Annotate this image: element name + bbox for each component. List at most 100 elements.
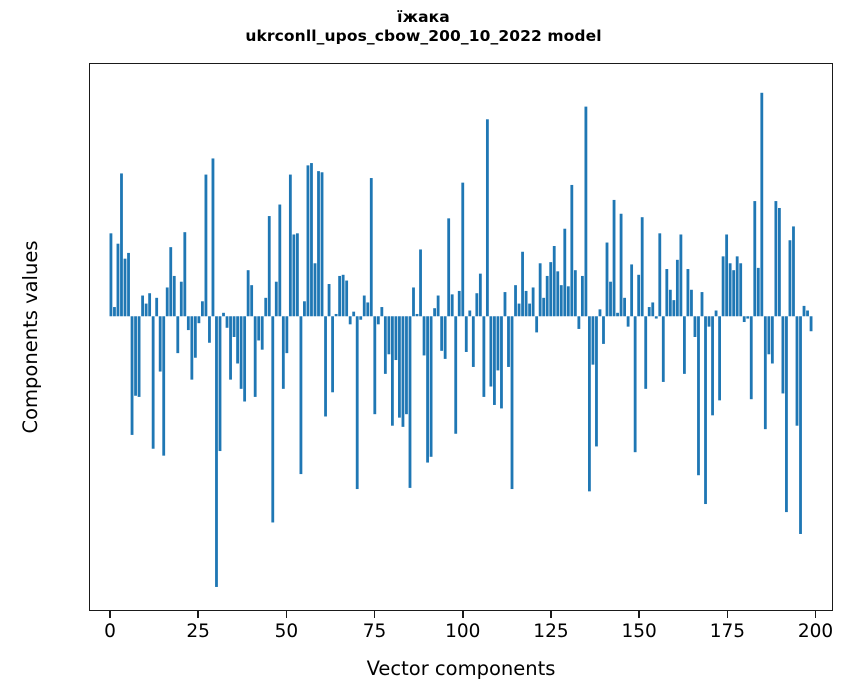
bar	[303, 301, 306, 317]
x-tick-mark	[197, 611, 200, 618]
bar	[299, 316, 303, 475]
bar	[591, 316, 595, 365]
bar	[503, 292, 507, 317]
x-tick-label: 175	[709, 621, 745, 642]
bar	[295, 233, 299, 317]
bar	[134, 316, 137, 396]
bar	[630, 264, 634, 317]
bar	[732, 270, 736, 317]
bar	[398, 316, 401, 418]
bar	[324, 316, 327, 417]
bar	[478, 273, 482, 317]
bar	[623, 297, 627, 317]
bar	[545, 275, 549, 317]
bar	[158, 316, 162, 372]
bar	[542, 297, 546, 317]
bar	[148, 293, 152, 317]
bar	[169, 247, 173, 317]
bar	[517, 303, 521, 317]
bar	[735, 256, 739, 317]
bar	[756, 267, 760, 317]
bar	[781, 316, 785, 394]
bar	[306, 165, 310, 317]
bar	[222, 312, 225, 317]
bar	[317, 171, 320, 317]
bar	[577, 316, 581, 329]
chart-title-line-1: їжака	[397, 8, 450, 26]
bar	[267, 216, 271, 317]
bar	[809, 316, 813, 332]
bar	[320, 172, 324, 317]
bar	[422, 316, 426, 356]
bar	[651, 302, 655, 317]
bar	[767, 316, 771, 355]
bar	[777, 207, 781, 317]
x-axis-label: Vector components	[366, 657, 556, 680]
bar	[742, 316, 746, 323]
bar	[616, 312, 619, 317]
bar	[633, 316, 637, 453]
x-tick-label: 0	[104, 621, 116, 642]
bar	[362, 295, 366, 317]
plot-axes	[89, 63, 833, 611]
bar	[661, 316, 665, 382]
bar	[626, 316, 630, 327]
bar	[753, 201, 757, 317]
bar	[707, 316, 711, 327]
x-tick-label: 200	[797, 621, 834, 642]
x-tick-mark	[550, 611, 552, 618]
bar	[387, 316, 391, 355]
bar	[704, 316, 707, 505]
bar	[570, 184, 574, 317]
bar	[331, 316, 334, 393]
bar	[165, 287, 169, 317]
bar	[619, 213, 623, 317]
bar	[218, 316, 222, 452]
bar	[274, 281, 278, 317]
bar	[412, 287, 415, 317]
bar	[193, 316, 197, 358]
bar	[352, 311, 356, 317]
bar	[454, 316, 458, 434]
bar	[792, 226, 795, 317]
bar	[355, 316, 359, 490]
bar	[588, 316, 591, 492]
bar-series	[109, 92, 813, 587]
bar	[605, 242, 609, 317]
bar	[373, 316, 377, 415]
bar	[668, 289, 672, 317]
bar	[559, 285, 563, 317]
bar	[521, 251, 524, 317]
bar	[693, 316, 697, 337]
bar	[436, 295, 440, 317]
bar	[500, 316, 503, 409]
bar	[426, 316, 429, 463]
bar	[433, 308, 437, 317]
x-tick-mark	[285, 611, 288, 618]
bar	[686, 269, 690, 317]
bar	[348, 316, 352, 325]
bar	[137, 316, 141, 397]
bar	[239, 316, 243, 389]
bar	[116, 243, 120, 317]
bar	[229, 316, 232, 380]
bar	[538, 263, 542, 317]
bar	[345, 280, 349, 317]
bar	[260, 316, 264, 350]
bar	[405, 316, 408, 415]
bar	[760, 92, 764, 317]
bar	[774, 201, 778, 317]
bar	[493, 316, 496, 405]
bar	[253, 316, 257, 397]
bar	[176, 316, 180, 354]
bar	[215, 316, 218, 587]
bar	[204, 174, 208, 317]
bar	[190, 316, 194, 380]
bar	[278, 204, 282, 317]
bar	[672, 300, 676, 317]
bar	[485, 119, 489, 317]
bar	[584, 106, 588, 317]
bar	[440, 316, 444, 351]
bar	[464, 316, 468, 352]
